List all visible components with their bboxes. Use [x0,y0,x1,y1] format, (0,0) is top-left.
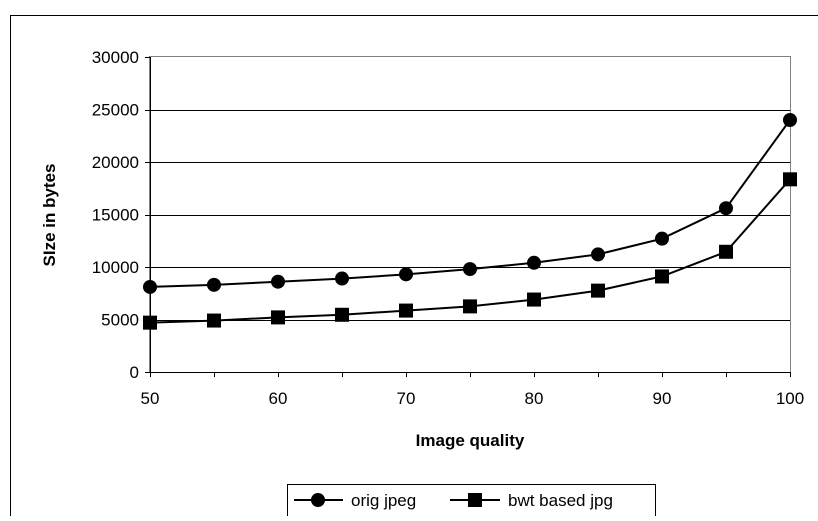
data-point [527,256,541,270]
data-point [143,280,157,294]
data-point [207,278,221,292]
x-tick-label: 60 [269,389,288,408]
data-point [335,272,349,286]
y-tick-label: 15000 [92,206,139,225]
data-point [335,308,349,322]
data-point [527,293,541,307]
legend-label-bwt-based-jpg: bwt based jpg [508,491,613,510]
data-point [463,262,477,276]
data-point [463,299,477,313]
legend-marker-square [468,493,482,507]
data-point [207,314,221,328]
plot-area [150,57,791,373]
y-tick-label: 25000 [92,101,139,120]
series-bwt-based-jpg [143,172,797,329]
data-point [591,284,605,298]
x-tick-label: 80 [525,389,544,408]
legend-label-orig-jpeg: orig jpeg [351,491,416,510]
y-tick-label: 30000 [92,48,139,67]
data-point [655,232,669,246]
data-point [399,304,413,318]
x-axis-title: Image quality [416,431,525,450]
data-point [783,113,797,127]
y-tick-label: 5000 [101,311,139,330]
data-point [783,172,797,186]
series-line [150,120,790,287]
data-point [719,201,733,215]
y-tick-label: 10000 [92,258,139,277]
data-point [399,267,413,281]
x-tick-label: 90 [653,389,672,408]
series-group [143,113,797,330]
y-tick-label: 0 [130,363,139,382]
axes: 0 5000 10000 15000 20000 25000 30000 50 60 70 80 90… [92,48,804,408]
gridlines [150,111,790,321]
data-point [655,269,669,283]
data-point [719,245,733,259]
y-axis-title: SIze in bytes [40,164,59,267]
data-point [271,275,285,289]
data-point [591,247,605,261]
legend-marker-circle [311,493,325,507]
x-tick-label: 70 [397,389,416,408]
x-tick-label: 50 [141,389,160,408]
series-orig-jpeg [143,113,797,294]
x-tick-label: 100 [776,389,804,408]
y-tick-label: 20000 [92,153,139,172]
data-point [271,310,285,324]
data-point [143,316,157,330]
